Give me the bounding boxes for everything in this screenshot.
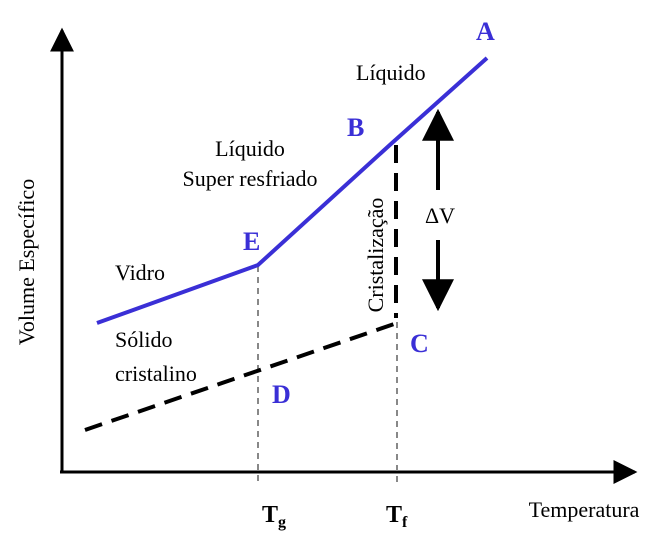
delta-v-label: ΔV — [425, 203, 455, 228]
crystallization-label: Cristalização — [363, 198, 388, 313]
tf-label: Tf — [386, 502, 408, 531]
tg-label: Tg — [262, 502, 286, 531]
point-c: C — [410, 329, 429, 358]
delta-v-gap — [420, 190, 460, 240]
y-axis-label: Volume Específico — [14, 179, 39, 345]
point-b: B — [347, 113, 364, 142]
glass-label: Vidro — [115, 260, 165, 285]
tg-main: T — [262, 502, 278, 528]
liquid-glass-curve — [96, 56, 489, 325]
supercooled-label: Super resfriado — [182, 166, 317, 191]
solid-label: Sólido — [115, 327, 172, 352]
supercooled-label: Líquido — [215, 136, 285, 161]
point-d: D — [272, 380, 291, 409]
solid-label: cristalino — [115, 361, 197, 386]
tf-main: T — [386, 502, 402, 528]
point-a: A — [476, 17, 495, 46]
x-axis-label: Temperatura — [529, 497, 640, 522]
tf-sub: f — [402, 514, 408, 531]
tg-sub: g — [278, 514, 286, 531]
point-e: E — [243, 227, 260, 256]
liquid-label: Líquido — [356, 60, 426, 85]
